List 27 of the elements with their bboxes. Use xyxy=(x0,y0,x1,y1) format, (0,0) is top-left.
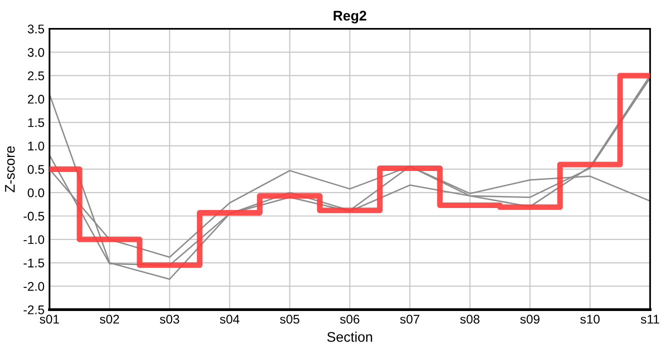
y-tick-label: 3.0 xyxy=(28,48,44,57)
y-tick-label: 0.5 xyxy=(28,165,44,174)
x-tick-label: s10 xyxy=(580,314,600,324)
y-tick-label: -2.5 xyxy=(24,305,44,314)
x-tick-label: s02 xyxy=(100,314,120,324)
x-tick-label: s06 xyxy=(340,314,360,324)
y-tick-label: 3.5 xyxy=(28,24,44,34)
y-tick-label: 1.5 xyxy=(28,118,44,128)
x-tick-label: s11 xyxy=(640,314,660,324)
x-tick-label: s05 xyxy=(280,314,300,324)
y-tick-label: 0.0 xyxy=(28,188,44,198)
x-axis-title: Section xyxy=(327,332,372,342)
y-axis-title: Z-score xyxy=(5,146,15,192)
x-tick-label: s01 xyxy=(40,314,59,324)
x-tick-label: s09 xyxy=(520,314,540,324)
x-tick-label: s08 xyxy=(460,314,480,324)
y-tick-label: 2.5 xyxy=(28,71,44,80)
x-tick-label: s03 xyxy=(160,314,180,324)
y-tick-label: -1.0 xyxy=(24,235,44,244)
y-tick-label: -2.0 xyxy=(24,282,44,291)
x-tick-label: s04 xyxy=(220,314,240,324)
y-tick-label: 2.0 xyxy=(28,94,44,104)
y-tick-label: -0.5 xyxy=(24,212,44,221)
chart-title: Reg2 xyxy=(334,10,366,24)
y-tick-label: -1.5 xyxy=(24,258,44,268)
y-tick-label: 1.0 xyxy=(28,142,44,150)
x-tick-label: s07 xyxy=(400,314,420,324)
